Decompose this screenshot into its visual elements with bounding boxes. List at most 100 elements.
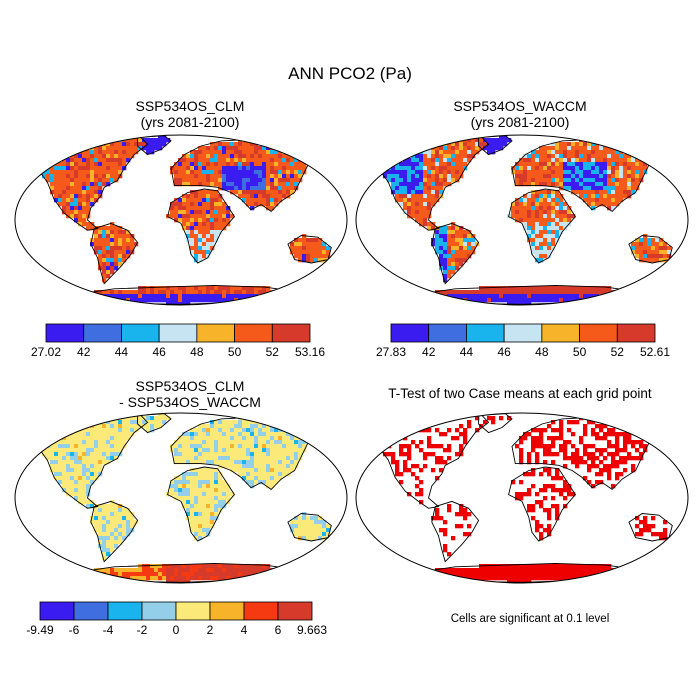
map-cell <box>599 178 604 183</box>
map-cell <box>234 190 239 195</box>
map-cell <box>142 576 147 581</box>
map-cell <box>475 572 480 577</box>
map-cell <box>150 298 155 303</box>
map-cell <box>427 174 432 179</box>
map-cell <box>439 262 444 267</box>
map-cell <box>78 492 83 497</box>
map-cell <box>102 178 107 183</box>
map-cell <box>66 444 71 449</box>
map-cell <box>571 286 576 291</box>
map-cell <box>627 178 632 183</box>
map-cell <box>391 186 396 191</box>
map-cell <box>122 516 127 521</box>
map-cell <box>250 572 255 577</box>
map-cell <box>411 186 416 191</box>
colorbar-tick-label: 50 <box>573 345 587 359</box>
colorbar-swatch <box>579 323 618 343</box>
map-cell <box>547 436 552 441</box>
map-cell <box>254 194 259 199</box>
map-cell <box>266 444 271 449</box>
map-cell <box>218 226 223 231</box>
map-cell <box>266 158 271 163</box>
map-cell <box>471 242 476 247</box>
map-cell <box>435 460 440 465</box>
map-cell <box>254 564 259 569</box>
map-cell <box>435 238 440 243</box>
map-cell <box>471 146 476 151</box>
map-cell <box>126 290 131 295</box>
map-cell <box>487 564 492 569</box>
map-cell <box>431 170 436 175</box>
map-cell <box>242 464 247 469</box>
map-cell <box>547 516 552 521</box>
map-cell <box>106 456 111 461</box>
map-cell <box>194 298 199 303</box>
map-cell <box>663 254 668 259</box>
map-cell <box>639 440 644 445</box>
map-cell <box>90 198 95 203</box>
map-cell <box>206 170 211 175</box>
map-cell <box>190 210 195 215</box>
map-cell <box>234 170 239 175</box>
map-cell <box>178 440 183 445</box>
map-cell <box>74 166 79 171</box>
map-border <box>355 134 689 306</box>
map-cell <box>150 146 155 151</box>
map-cell <box>515 298 520 303</box>
map-cell <box>543 162 548 167</box>
map-cell <box>627 456 632 461</box>
map-cell <box>238 468 243 473</box>
map-cell <box>106 516 111 521</box>
map-cell <box>186 194 191 199</box>
map-cell <box>535 576 540 581</box>
map-cell <box>258 170 263 175</box>
map-cell <box>455 512 460 517</box>
map-cell <box>102 448 107 453</box>
significance-note: Cells are significant at 0.1 level <box>450 613 610 625</box>
map-cell <box>631 170 636 175</box>
map-cell <box>90 464 95 469</box>
map-cell <box>74 206 79 211</box>
map-cell <box>419 214 424 219</box>
map-cell <box>210 436 215 441</box>
map-cell <box>262 146 267 151</box>
map-cell <box>619 186 624 191</box>
map-cell <box>559 150 564 155</box>
map-cell <box>543 214 548 219</box>
map-cell <box>70 182 75 187</box>
map-cell <box>114 516 119 521</box>
map-cell <box>459 158 464 163</box>
map-cell <box>210 564 215 569</box>
map-cell <box>210 222 215 227</box>
map-cell <box>194 532 199 537</box>
map-cell <box>222 166 227 171</box>
map-cell <box>86 174 91 179</box>
map-cell <box>174 302 179 305</box>
map-cell <box>274 162 279 167</box>
map-cell <box>62 452 67 457</box>
map-cell <box>206 468 211 473</box>
map-cell <box>82 444 87 449</box>
map-cell <box>194 564 199 569</box>
map-cell <box>463 428 468 433</box>
map-cell <box>447 428 452 433</box>
map-cell <box>435 154 440 159</box>
map-cell <box>274 476 279 481</box>
map-cell <box>555 206 560 211</box>
map-cell <box>110 456 115 461</box>
map-cell <box>543 246 548 251</box>
map-cell <box>270 178 275 183</box>
map-cell <box>262 178 267 183</box>
map-cell <box>531 294 536 299</box>
map-cell <box>146 572 151 577</box>
map-cell <box>427 154 432 159</box>
map-cell <box>531 290 536 295</box>
map-cell <box>563 452 568 457</box>
map-cell <box>194 234 199 239</box>
map-cell <box>427 436 432 441</box>
map-cell <box>102 158 107 163</box>
map-cell <box>198 286 203 291</box>
map-cell <box>110 444 115 449</box>
map-cell <box>270 162 275 167</box>
map-cell <box>294 254 299 259</box>
